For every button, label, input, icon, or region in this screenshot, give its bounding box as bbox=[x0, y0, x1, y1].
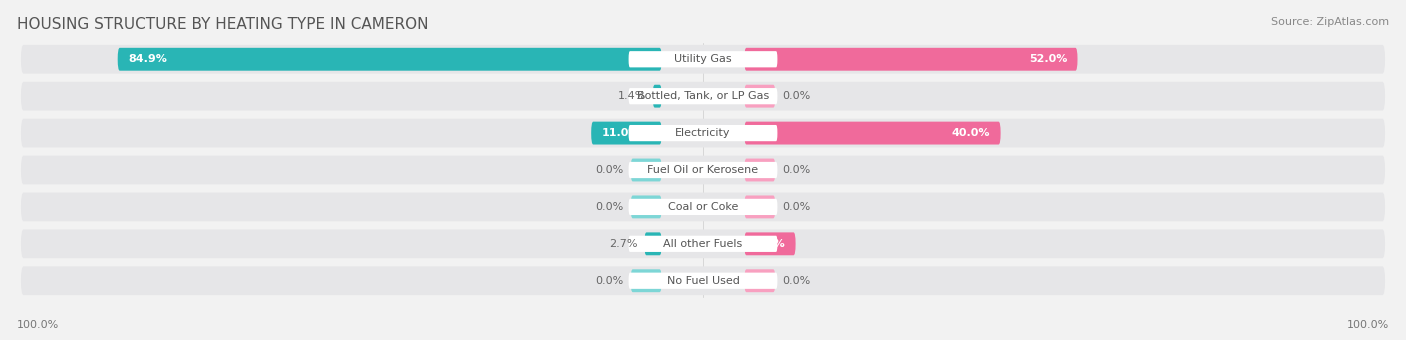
Text: 100.0%: 100.0% bbox=[17, 320, 59, 330]
FancyBboxPatch shape bbox=[591, 122, 662, 144]
FancyBboxPatch shape bbox=[628, 88, 778, 104]
Text: 84.9%: 84.9% bbox=[128, 54, 167, 64]
Text: Fuel Oil or Kerosene: Fuel Oil or Kerosene bbox=[647, 165, 759, 175]
Text: 0.0%: 0.0% bbox=[596, 165, 624, 175]
Text: 1.4%: 1.4% bbox=[617, 91, 645, 101]
FancyBboxPatch shape bbox=[628, 273, 778, 289]
Text: 2.7%: 2.7% bbox=[609, 239, 637, 249]
Text: Source: ZipAtlas.com: Source: ZipAtlas.com bbox=[1271, 17, 1389, 27]
FancyBboxPatch shape bbox=[644, 232, 662, 255]
FancyBboxPatch shape bbox=[21, 266, 1385, 295]
Text: 0.0%: 0.0% bbox=[782, 276, 810, 286]
Text: 0.0%: 0.0% bbox=[596, 202, 624, 212]
FancyBboxPatch shape bbox=[21, 119, 1385, 148]
FancyBboxPatch shape bbox=[631, 158, 662, 182]
FancyBboxPatch shape bbox=[744, 85, 775, 108]
FancyBboxPatch shape bbox=[744, 269, 775, 292]
Text: 52.0%: 52.0% bbox=[1029, 54, 1067, 64]
Text: 11.0%: 11.0% bbox=[602, 128, 640, 138]
FancyBboxPatch shape bbox=[21, 156, 1385, 184]
FancyBboxPatch shape bbox=[21, 230, 1385, 258]
FancyBboxPatch shape bbox=[628, 51, 778, 67]
Text: 0.0%: 0.0% bbox=[782, 91, 810, 101]
FancyBboxPatch shape bbox=[744, 122, 1001, 144]
Text: Coal or Coke: Coal or Coke bbox=[668, 202, 738, 212]
FancyBboxPatch shape bbox=[118, 48, 662, 71]
FancyBboxPatch shape bbox=[652, 85, 662, 108]
FancyBboxPatch shape bbox=[21, 192, 1385, 221]
FancyBboxPatch shape bbox=[628, 236, 778, 252]
FancyBboxPatch shape bbox=[744, 232, 796, 255]
Text: All other Fuels: All other Fuels bbox=[664, 239, 742, 249]
Text: No Fuel Used: No Fuel Used bbox=[666, 276, 740, 286]
Text: 8.0%: 8.0% bbox=[755, 239, 786, 249]
Text: 0.0%: 0.0% bbox=[596, 276, 624, 286]
Text: 0.0%: 0.0% bbox=[782, 165, 810, 175]
FancyBboxPatch shape bbox=[628, 125, 778, 141]
Text: 40.0%: 40.0% bbox=[952, 128, 990, 138]
FancyBboxPatch shape bbox=[744, 158, 775, 182]
Text: HOUSING STRUCTURE BY HEATING TYPE IN CAMERON: HOUSING STRUCTURE BY HEATING TYPE IN CAM… bbox=[17, 17, 429, 32]
FancyBboxPatch shape bbox=[744, 48, 1077, 71]
FancyBboxPatch shape bbox=[21, 82, 1385, 110]
Text: Electricity: Electricity bbox=[675, 128, 731, 138]
FancyBboxPatch shape bbox=[628, 199, 778, 215]
Text: Utility Gas: Utility Gas bbox=[675, 54, 731, 64]
Text: 0.0%: 0.0% bbox=[782, 202, 810, 212]
Text: Bottled, Tank, or LP Gas: Bottled, Tank, or LP Gas bbox=[637, 91, 769, 101]
Text: 100.0%: 100.0% bbox=[1347, 320, 1389, 330]
FancyBboxPatch shape bbox=[631, 195, 662, 218]
FancyBboxPatch shape bbox=[21, 45, 1385, 74]
FancyBboxPatch shape bbox=[744, 195, 775, 218]
FancyBboxPatch shape bbox=[628, 162, 778, 178]
FancyBboxPatch shape bbox=[631, 269, 662, 292]
